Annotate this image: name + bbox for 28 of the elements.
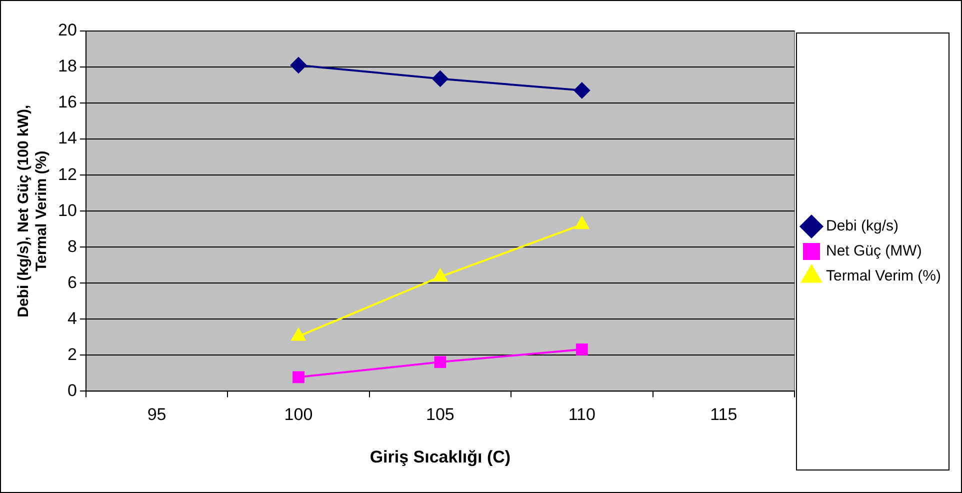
x-tick-label: 95	[147, 405, 166, 424]
y-tick-label: 8	[67, 236, 77, 256]
x-tick-label: 110	[568, 405, 596, 424]
y-axis-title: Debi (kg/s), Net Güç (100 kW), Termal Verim (%)	[15, 104, 50, 318]
point	[574, 82, 590, 98]
x-axis-title: Giriş Sıcaklığı (C)	[370, 447, 511, 466]
y-tick-label: 6	[67, 272, 77, 292]
y-tick-label: 0	[67, 380, 77, 400]
point	[290, 57, 306, 74]
x-tick-label: 100	[284, 405, 313, 424]
x-tick-label: 115	[710, 405, 738, 424]
y-tick-label: 2	[67, 344, 77, 364]
point	[574, 216, 589, 230]
point	[576, 343, 588, 356]
y-tick-label: 12	[58, 164, 77, 184]
y-tick-label: 20	[58, 20, 77, 40]
point	[292, 371, 304, 384]
y-tick-label: 14	[58, 128, 77, 148]
y-tick-label: 4	[67, 308, 77, 328]
x-tick-label: 105	[426, 405, 454, 424]
legend-label: Debi (kg/s)	[826, 218, 899, 235]
legend-label: Net Güç (MW)	[826, 242, 922, 260]
point	[434, 356, 446, 368]
point	[432, 70, 448, 87]
y-tick-label: 10	[58, 200, 77, 220]
y-tick-label: 16	[58, 92, 77, 112]
y-tick-label: 18	[58, 56, 77, 76]
legend-label: Termal Verim (%)	[826, 268, 942, 285]
